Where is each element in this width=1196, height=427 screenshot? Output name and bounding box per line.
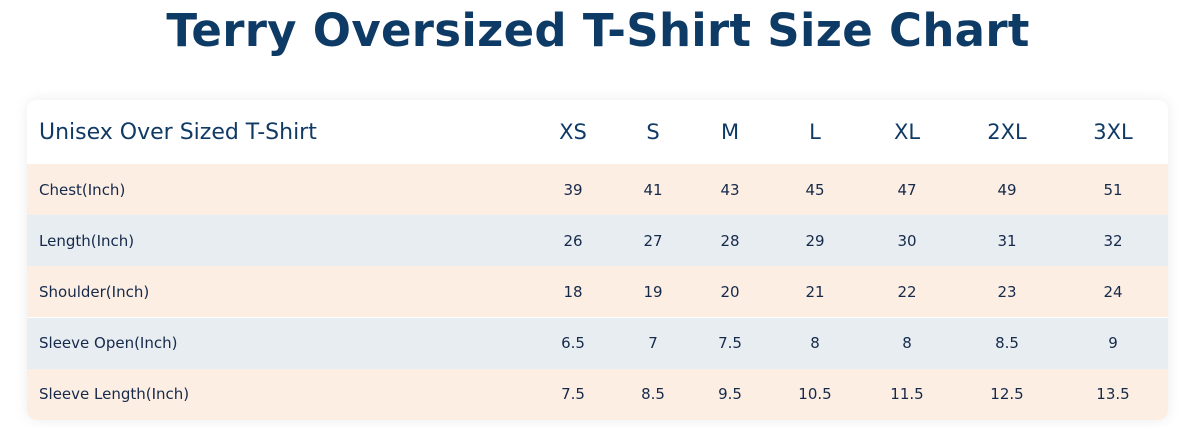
table-row: Sleeve Open(Inch) 6.5 7 7.5 8 8 8.5 9 — [27, 317, 1168, 369]
table-cell: 9.5 — [718, 385, 742, 404]
table-cell: 12.5 — [990, 385, 1024, 404]
table-row: Chest(Inch) 39 41 43 45 47 49 51 — [27, 164, 1168, 215]
table-cell: 43 — [720, 180, 740, 199]
table-cell: 10.5 — [798, 385, 832, 404]
size-header-s: S — [646, 120, 660, 144]
table-cell: 7.5 — [718, 334, 742, 353]
table-row: Length(Inch) 26 27 28 29 30 31 32 — [27, 215, 1168, 267]
size-header-3xl: 3XL — [1093, 120, 1133, 144]
size-chart-table: Unisex Over Sized T-Shirt XS S M L XL 2XL 3XL … — [27, 100, 1168, 420]
table-cell: 39 — [563, 180, 583, 199]
header-label: Unisex Over Sized T-Shirt — [39, 119, 317, 145]
size-header-2xl: 2XL — [987, 120, 1027, 144]
table-cell: 47 — [897, 180, 917, 199]
table-cell: 26 — [563, 231, 583, 250]
table-cell: 13.5 — [1096, 385, 1130, 404]
table-cell: 19 — [643, 282, 663, 301]
table-cell: 11.5 — [890, 385, 924, 404]
table-cell: 27 — [643, 231, 663, 250]
table-cell: 45 — [805, 180, 825, 199]
table-cell: 22 — [897, 282, 917, 301]
table-cell: 49 — [997, 180, 1017, 199]
table-cell: 8.5 — [641, 385, 665, 404]
table-cell: 51 — [1103, 180, 1123, 199]
table-cell: 21 — [805, 282, 825, 301]
table-cell: 20 — [720, 282, 740, 301]
page-title: Terry Oversized T-Shirt Size Chart — [166, 4, 1030, 57]
row-label: Length(Inch) — [39, 231, 135, 250]
size-header-xl: XL — [893, 120, 921, 144]
table-row: Shoulder(Inch) 18 19 20 21 22 23 24 — [27, 266, 1168, 318]
table-cell: 28 — [720, 231, 740, 250]
table-cell: 31 — [997, 231, 1017, 250]
table-cell: 7 — [648, 334, 658, 353]
size-header-l: L — [809, 120, 821, 144]
row-label: Chest(Inch) — [39, 180, 126, 199]
table-row: Sleeve Length(Inch) 7.5 8.5 9.5 10.5 11.5 12.5… — [27, 368, 1168, 420]
row-label: Sleeve Length(Inch) — [39, 385, 190, 404]
table-cell: 24 — [1103, 282, 1123, 301]
table-header-row: Unisex Over Sized T-Shirt XS S M L XL 2XL 3XL — [27, 100, 1168, 164]
table-cell: 8 — [810, 334, 820, 353]
table-cell: 18 — [563, 282, 583, 301]
table-cell: 29 — [805, 231, 825, 250]
table-cell: 41 — [643, 180, 663, 199]
table-cell: 8 — [902, 334, 912, 353]
table-cell: 8.5 — [995, 334, 1019, 353]
size-header-xs: XS — [559, 120, 587, 144]
table-cell: 32 — [1103, 231, 1123, 250]
row-label: Shoulder(Inch) — [39, 282, 150, 301]
size-header-m: M — [720, 120, 740, 144]
table-cell: 7.5 — [561, 385, 585, 404]
table-cell: 30 — [897, 231, 917, 250]
table-cell: 23 — [997, 282, 1017, 301]
row-label: Sleeve Open(Inch) — [39, 334, 178, 353]
table-cell: 9 — [1108, 334, 1118, 353]
table-cell: 6.5 — [561, 334, 585, 353]
